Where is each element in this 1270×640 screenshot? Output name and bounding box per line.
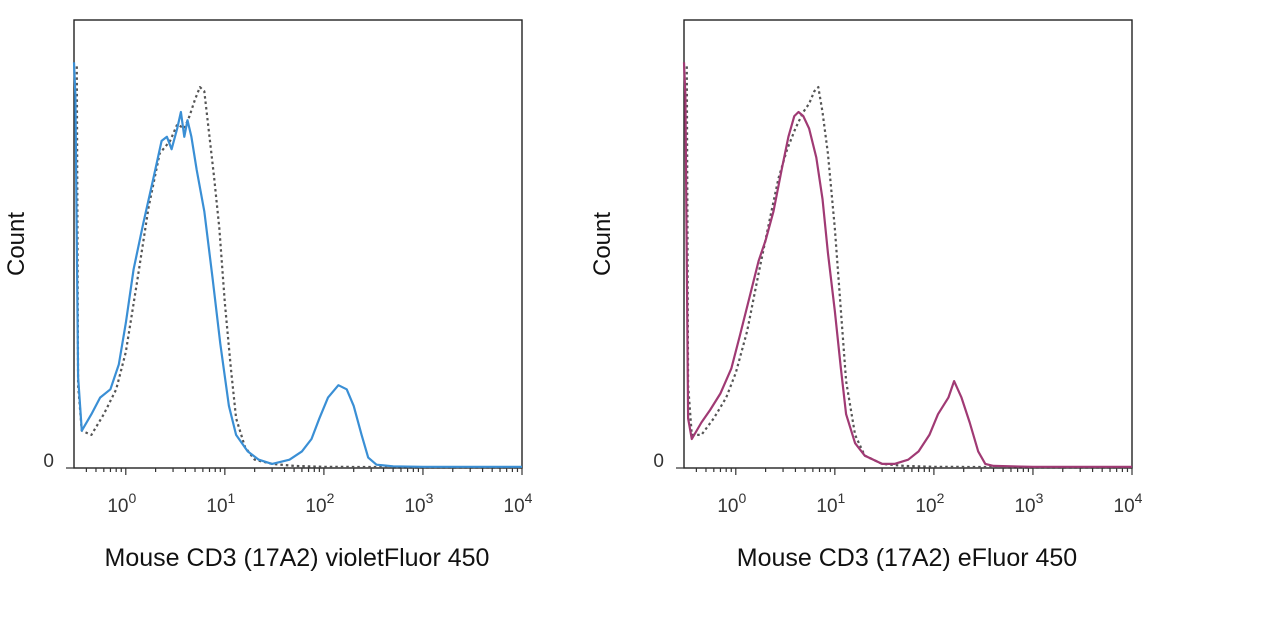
x-tick-label: 103 [404,490,433,517]
x-tick-label: 104 [504,490,533,517]
y-axis-ticks: 0 [653,451,684,472]
x-tick-label: 104 [1114,490,1143,517]
histogram-panel-violetfluor: Count Mouse CD3 (17A2) violetFluor 450 1… [3,19,533,572]
x-axis-ticks: 100 101 102 103 104 [85,468,533,517]
x-tick-label: 100 [717,490,746,517]
y-axis-label: Count [3,212,30,276]
x-tick-label: 101 [816,490,845,517]
x-axis-label: Mouse CD3 (17A2) eFluor 450 [737,544,1077,572]
y-axis-label: Count [589,212,616,276]
stained-sample-curve [72,62,522,468]
histogram-curves [682,62,1132,469]
x-tick-label: 101 [206,490,235,517]
x-axis-label: Mouse CD3 (17A2) violetFluor 450 [105,544,490,572]
plot-frame [73,19,523,469]
plot-frame [683,19,1133,469]
y-axis-ticks: 0 [43,451,74,472]
x-tick-label: 103 [1014,490,1043,517]
x-tick-label: 100 [107,490,136,517]
x-tick-label: 102 [915,490,944,517]
histogram-panel-efluor: Count Mouse CD3 (17A2) eFluor 450 100 101… [589,19,1143,572]
x-tick-label: 102 [305,490,334,517]
y-tick-label: 0 [653,451,664,472]
x-axis-ticks: 100 101 102 103 104 [695,468,1143,517]
y-tick-label: 0 [43,451,54,472]
histogram-curves [72,62,522,469]
isotype-control-curve [685,66,1132,469]
stained-sample-curve [682,62,1132,468]
isotype-control-curve [75,66,522,469]
